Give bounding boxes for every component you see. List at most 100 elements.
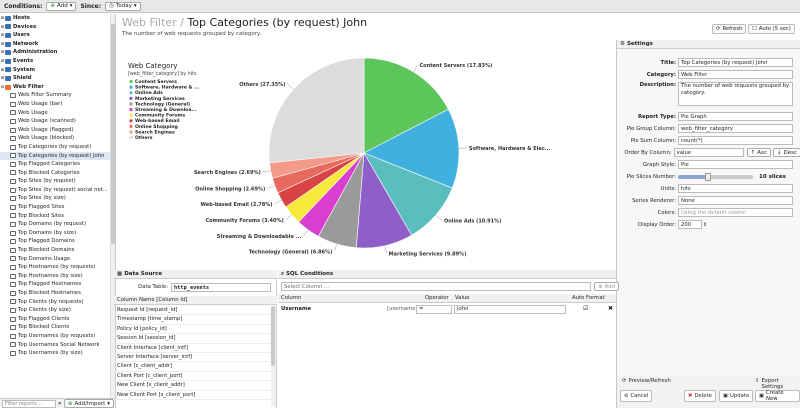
create-new-button[interactable]: ▣ Create New [755, 390, 800, 402]
column-row[interactable]: Session Id [session_id] [114, 334, 272, 344]
tree-item[interactable]: Top Blocked Sites [0, 212, 115, 221]
condition-value-field[interactable]: john [454, 305, 566, 314]
tree-item[interactable]: ⊞ Devices [0, 23, 115, 32]
select-column-dropdown[interactable]: Select Column ... [281, 282, 591, 291]
update-button[interactable]: ▣ Update [719, 390, 754, 402]
stepper-icon[interactable]: ⇕ [703, 221, 708, 228]
tree-item[interactable]: ⊞ Administration [0, 48, 115, 57]
refresh-button[interactable]: ⟳ Refresh [712, 24, 747, 34]
legend-item[interactable]: Web-based Email [135, 118, 180, 124]
legend-item[interactable]: Online Ads [135, 90, 163, 96]
column-row[interactable]: Client Interface [client_intf] [114, 344, 272, 353]
preview-refresh-button[interactable]: ⟳ Preview/Refresh [622, 378, 671, 384]
tree-item[interactable]: Web Usage [0, 109, 115, 118]
expand-icon[interactable]: ⊞ [0, 15, 5, 20]
column-row[interactable]: Policy Id [policy_id] [114, 325, 272, 335]
tree-item[interactable]: Web Filter Summary [0, 91, 115, 100]
legend-item[interactable]: Technology (General) [135, 101, 190, 107]
operator-select[interactable]: = [416, 305, 452, 314]
pie-slice[interactable] [363, 57, 449, 154]
tree-item[interactable]: ⊞ Users [0, 31, 115, 40]
filter-reports-input[interactable]: Filter reports ... [2, 399, 56, 408]
column-row[interactable]: Timestamp [time_stamp] [114, 315, 272, 325]
add-condition-button[interactable]: ⊕ Add ▾ [46, 1, 77, 11]
tree-item[interactable]: ⊟ Web Filter [0, 83, 115, 92]
add-import-button[interactable]: ⊕ Add/Import ▾ [63, 399, 114, 408]
tree-item[interactable]: ⊞ Events [0, 57, 115, 66]
tree-item[interactable]: Top Sites (by size) [0, 194, 115, 203]
series-renderer-select[interactable]: None [678, 196, 793, 205]
slider-thumb[interactable] [705, 172, 711, 181]
order-by-field[interactable]: value [673, 148, 744, 157]
legend-item[interactable]: Streaming & Downloa... [135, 107, 197, 113]
desc-button[interactable]: ↓ Desc [772, 148, 800, 157]
column-row[interactable]: Server Interface [server_intf] [114, 353, 272, 363]
tree-item[interactable]: Web Usage (flagged) [0, 126, 115, 135]
auto-refresh-button[interactable]: ☐ Auto (5 sec) [748, 24, 795, 34]
tree-item[interactable]: Top Domains (by request) [0, 220, 115, 229]
expand-icon[interactable]: ⊞ [0, 32, 5, 38]
legend-item[interactable]: Marketing Services [135, 96, 185, 102]
tree-item[interactable]: Top Blocked Domains [0, 246, 115, 255]
tree-item[interactable]: Top Domains Usage [0, 255, 115, 264]
tree-item[interactable]: Top Clients (by size) [0, 306, 115, 315]
tree-item[interactable]: Top Blocked Clients [0, 323, 115, 332]
report-type-select[interactable]: Pie Graph [678, 112, 793, 121]
title-field[interactable]: Top Categories (by request) John [678, 58, 793, 67]
description-field[interactable]: The number of web requests grouped by ca… [678, 82, 793, 106]
delete-button[interactable]: ✖ Delete [684, 390, 716, 402]
tree-item[interactable]: Top Blocked Hostnames [0, 289, 115, 298]
slices-slider[interactable] [678, 172, 753, 181]
expand-icon[interactable]: ⊞ [0, 23, 5, 29]
column-row[interactable]: New Client Port [s_client_port] [114, 391, 272, 400]
pie-slice[interactable] [268, 57, 365, 164]
legend-item[interactable]: Search Engines [135, 129, 175, 135]
tree-item[interactable]: Web Usage (blocked) [0, 134, 115, 143]
remove-condition-icon[interactable]: ✖ [608, 305, 614, 312]
tree-item[interactable]: Top Hostnames (by requests) [0, 263, 115, 272]
tree-item[interactable]: ⊞ System [0, 66, 115, 75]
tree-item[interactable]: Top Flagged Clients [0, 315, 115, 324]
since-dropdown[interactable]: ◷ Today ▾ [105, 1, 141, 11]
tree-item[interactable]: Top Usernames (by size) [0, 349, 115, 358]
pie-slice[interactable] [363, 108, 460, 189]
tree-item[interactable]: Top Flagged Categories [0, 160, 115, 169]
tree-item[interactable]: Top Categories (by request) John [0, 151, 115, 161]
expand-icon[interactable]: ⊞ [0, 75, 5, 81]
columns-scrollbar[interactable] [271, 306, 276, 406]
legend-item[interactable]: Software, Hardware & ... [135, 85, 200, 91]
cancel-button[interactable]: ⊘ Cancel [620, 390, 653, 402]
tree-item[interactable]: Web Usage (scanned) [0, 117, 115, 126]
tree-item[interactable]: Web Usage (bar) [0, 100, 115, 109]
tree-item[interactable]: Top Domains (by size) [0, 229, 115, 238]
tree-item[interactable]: Top Sites (by request) [0, 177, 115, 186]
units-field[interactable]: hits [678, 184, 793, 193]
tree-item[interactable]: Top Usernames Social Network [0, 341, 115, 350]
tree-item[interactable]: ⊞ Shield [0, 74, 115, 83]
column-row[interactable]: Client [c_client_addr] [114, 362, 272, 372]
tree-item[interactable]: Top Hostnames (by size) [0, 272, 115, 281]
tree-item[interactable]: ⊞ Hosts [0, 14, 115, 23]
tree-item[interactable]: Top Clients (by requests) [0, 298, 115, 307]
legend-item[interactable]: Community Forums [135, 113, 185, 119]
column-row[interactable]: New Client [s_client_addr] [114, 381, 272, 391]
expand-icon[interactable]: ⊞ [0, 49, 5, 55]
tree-item[interactable]: Top Blocked Categories [0, 169, 115, 178]
tree-item[interactable]: Top Categories (by request) [0, 143, 115, 152]
display-order-field[interactable]: 200 [678, 220, 702, 229]
legend-item[interactable]: Content Servers [135, 79, 177, 85]
pie-sum-field[interactable]: count(*) [678, 136, 793, 145]
asc-button[interactable]: ↑ Asc [746, 148, 771, 157]
tree-item[interactable]: ⊞ Network [0, 40, 115, 49]
colors-field[interactable]: Using the default colors! [678, 208, 793, 217]
tree-item[interactable]: Top Flagged Domains [0, 237, 115, 246]
graph-style-select[interactable]: Pie [678, 160, 793, 169]
tree-item[interactable]: Top Usernames (by requests) [0, 332, 115, 341]
collapse-icon[interactable]: ⊟ [0, 83, 5, 89]
expand-icon[interactable]: ⊞ [0, 66, 5, 72]
column-row[interactable]: Request Id [request_id] [114, 306, 272, 316]
add-condition-sql-button[interactable]: ⊕ Add [594, 282, 620, 291]
pie-group-field[interactable]: web_filter_category [678, 124, 793, 133]
category-select[interactable]: Web Filter [678, 70, 793, 79]
data-table-select[interactable]: http_events [171, 282, 271, 292]
